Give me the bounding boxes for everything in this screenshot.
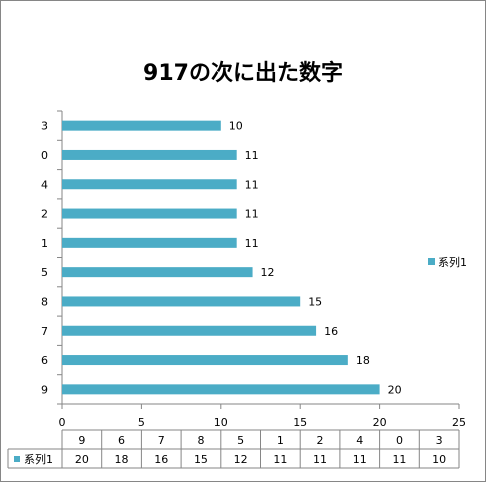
table-category-cell: 2 [317,434,324,447]
data-label: 11 [245,178,259,191]
x-tick-label: 25 [452,416,466,429]
table-value-cell: 10 [432,453,446,466]
data-label: 18 [356,354,370,367]
bar [62,384,380,395]
y-tick-label: 4 [41,178,48,191]
data-label: 16 [324,325,338,338]
bar [62,355,348,366]
data-label: 12 [261,266,275,279]
bar [62,149,237,160]
table-value-cell: 11 [353,453,367,466]
table-value-cell: 16 [154,453,168,466]
y-tick-label: 2 [41,208,48,221]
table-category-cell: 5 [237,434,244,447]
data-label: 11 [245,237,259,250]
chart-title: 917の次に出た数字 [143,60,343,86]
y-tick-label: 9 [41,383,48,396]
y-tick-label: 5 [41,266,48,279]
table-value-cell: 18 [115,453,129,466]
table-value-cell: 20 [75,453,89,466]
table-value-cell: 12 [234,453,248,466]
bar [62,179,237,190]
bar [62,296,301,307]
table-category-cell: 9 [78,434,85,447]
bar [62,208,237,219]
bar [62,120,221,131]
bar [62,237,237,248]
table-value-cell: 11 [392,453,406,466]
y-tick-label: 3 [41,120,48,133]
table-category-cell: 0 [396,434,403,447]
table-value-cell: 11 [313,453,327,466]
y-tick-label: 8 [41,295,48,308]
table-legend-swatch [14,456,20,462]
bar [62,325,317,336]
y-tick-label: 1 [41,237,48,250]
data-label: 11 [245,208,259,221]
table-category-cell: 1 [277,434,284,447]
y-tick-label: 0 [41,149,48,162]
y-tick-label: 7 [41,325,48,338]
plot-area: 0 5 10 15 20 253 100 114 112 111 115 128 157 166 189 20 [41,110,466,429]
x-tick-label: 20 [373,416,387,429]
y-tick-label: 6 [41,354,48,367]
x-tick-label: 5 [138,416,145,429]
legend-label: 系列1 [438,255,467,269]
table-value-cell: 11 [273,453,287,466]
x-tick-label: 0 [59,416,66,429]
legend: 系列1 [428,255,467,269]
table-category-cell: 8 [197,434,204,447]
x-tick-label: 10 [214,416,228,429]
data-label: 10 [229,120,243,133]
data-label: 11 [245,149,259,162]
table-value-cell: 15 [194,453,208,466]
data-label: 15 [308,295,322,308]
data-label: 20 [388,383,402,396]
x-tick-label: 15 [293,416,307,429]
table-category-cell: 7 [158,434,165,447]
bar [62,267,253,278]
table-category-cell: 3 [436,434,443,447]
table-category-cell: 4 [356,434,363,447]
table-category-cell: 6 [118,434,125,447]
table-row-header: 系列1 [24,452,53,466]
legend-swatch [428,258,435,265]
